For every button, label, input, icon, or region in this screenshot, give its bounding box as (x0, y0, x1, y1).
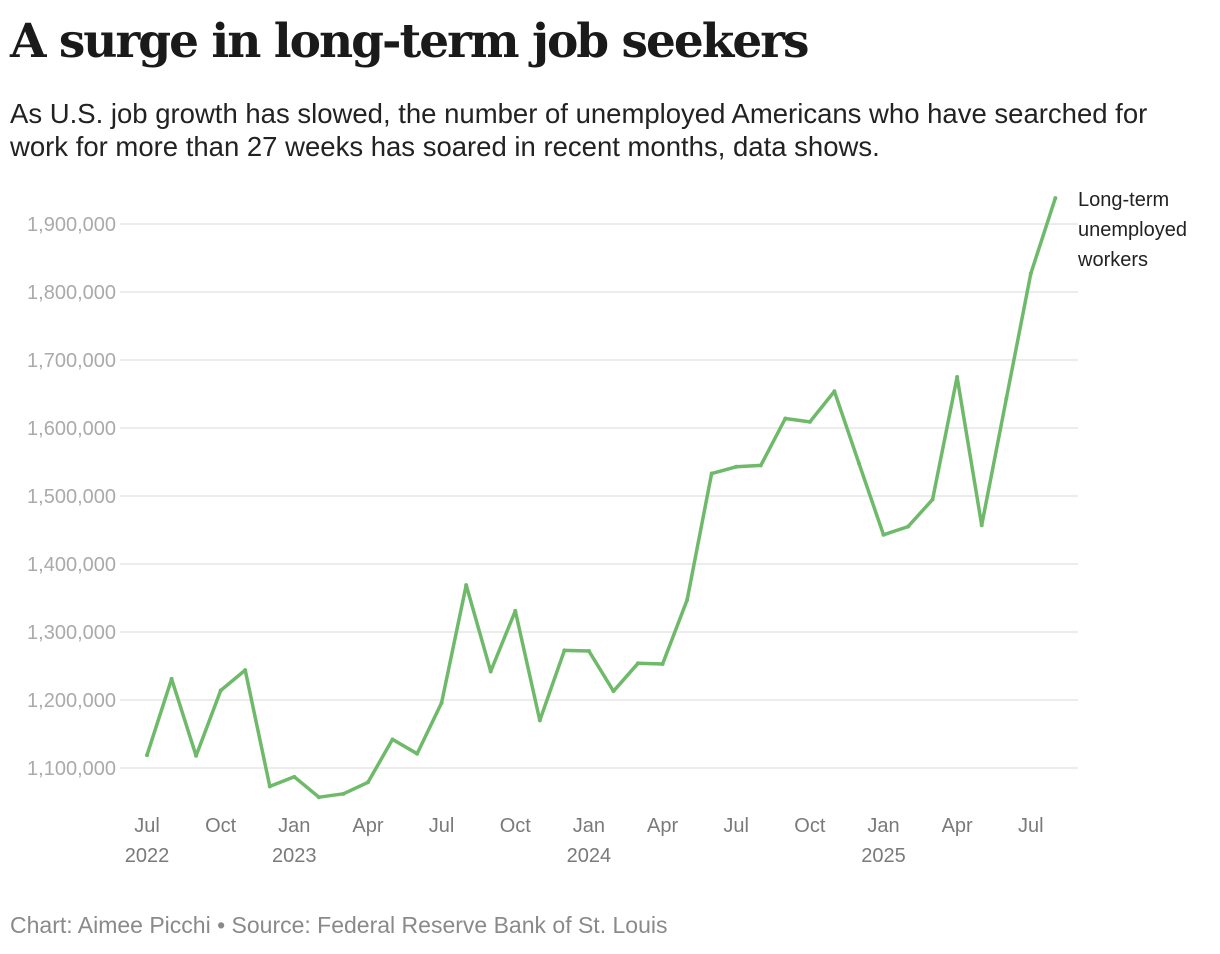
line-chart: 1,100,000 1,200,000 1,300,000 1,400,000 1,50… (27, 189, 1187, 867)
x-tick-year: 2025 (861, 845, 906, 867)
x-axis-ticks: Jul 2022 Oct Jan 2023 Apr Jul Oct Jan 2024 Apr Jul O… (125, 815, 1044, 867)
data-point (685, 598, 690, 603)
chart-subtitle: As U.S. job growth has slowed, the numbe… (10, 98, 1148, 162)
data-point (169, 676, 174, 681)
series-label-line: workers (1077, 249, 1148, 271)
x-tick-year: 2022 (125, 845, 170, 867)
data-point (316, 795, 321, 800)
data-point (1028, 271, 1033, 276)
x-tick-label: Apr (352, 815, 383, 837)
x-tick-year: 2024 (567, 845, 612, 867)
data-point (1053, 196, 1058, 201)
y-tick-label: 1,100,000 (27, 758, 116, 780)
x-tick-label: Apr (647, 815, 678, 837)
data-point (856, 461, 861, 466)
data-point (709, 471, 714, 476)
data-point (292, 774, 297, 779)
y-tick-label: 1,700,000 (27, 350, 116, 372)
series-line-long-term-unemployed (145, 196, 1058, 799)
data-point (267, 784, 272, 789)
data-point (807, 419, 812, 424)
data-point (537, 718, 542, 723)
data-point (611, 689, 616, 694)
x-tick-label: Apr (942, 815, 973, 837)
x-tick-label: Jul (429, 815, 455, 837)
data-point (906, 524, 911, 529)
data-point (979, 523, 984, 528)
x-tick-label: Jan (573, 815, 605, 837)
data-point (464, 583, 469, 588)
y-tick-label: 1,200,000 (27, 690, 116, 712)
x-tick-label: Oct (500, 815, 532, 837)
data-point (636, 661, 640, 666)
y-tick-label: 1,400,000 (27, 554, 116, 576)
y-tick-label: 1,500,000 (27, 486, 116, 508)
x-tick-label: Jul (134, 815, 160, 837)
data-point (439, 700, 444, 705)
data-point (955, 375, 960, 379)
data-point (734, 464, 739, 469)
chart-title: A surge in long-term job seekers (10, 14, 809, 69)
gridlines (120, 223, 1078, 769)
y-axis-ticks: 1,100,000 1,200,000 1,300,000 1,400,000 1,50… (27, 214, 116, 780)
x-tick-label: Jan (278, 815, 310, 837)
x-tick-label: Oct (205, 815, 237, 837)
data-point (586, 649, 591, 654)
data-point (783, 416, 788, 421)
data-point (243, 668, 248, 673)
y-tick-label: 1,600,000 (27, 418, 116, 440)
data-point (415, 751, 420, 756)
y-tick-label: 1,900,000 (27, 214, 116, 236)
x-tick-year: 2023 (272, 845, 317, 867)
data-point (390, 737, 395, 742)
data-point (365, 780, 370, 785)
y-tick-label: 1,300,000 (27, 622, 116, 644)
data-point (1004, 396, 1009, 401)
series-label-line: Long-term (1078, 189, 1169, 211)
x-tick-label: Jul (1018, 815, 1044, 837)
x-tick-label: Oct (794, 815, 826, 837)
data-point (513, 608, 518, 613)
data-point (832, 389, 837, 394)
data-point (218, 688, 223, 693)
source-credit: Chart: Aimee Picchi • Source: Federal Re… (10, 912, 668, 938)
x-tick-label: Jan (867, 815, 899, 837)
x-tick-label: Jul (723, 815, 749, 837)
data-point (562, 648, 567, 653)
y-tick-label: 1,800,000 (27, 282, 116, 304)
data-point (145, 753, 149, 758)
series-label: Long-term unemployed workers (1077, 189, 1187, 271)
data-point (341, 791, 346, 796)
data-point (660, 661, 665, 666)
data-point (194, 753, 199, 758)
data-point (758, 463, 763, 468)
data-point (881, 532, 886, 537)
data-point (930, 497, 935, 502)
series-label-line: unemployed (1078, 219, 1187, 241)
data-point (488, 669, 493, 674)
series-points (145, 196, 1058, 800)
